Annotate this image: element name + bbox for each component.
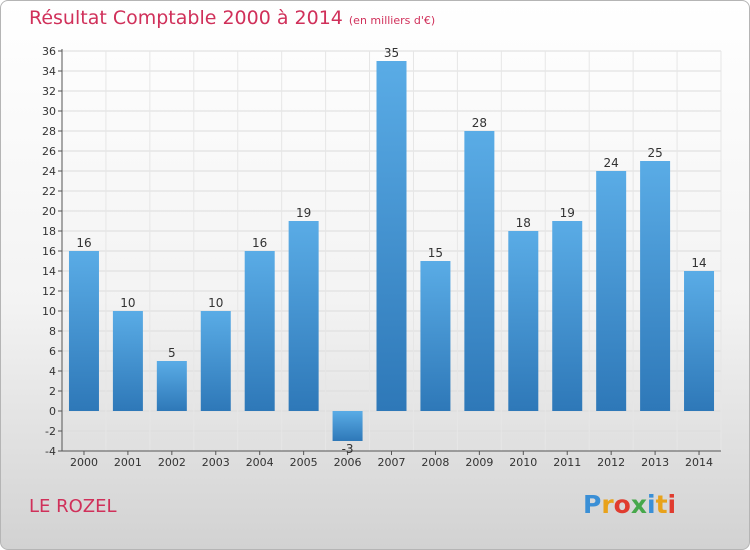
y-tick-label: 8 (49, 325, 56, 338)
bar (596, 171, 627, 411)
data-label: 18 (516, 216, 531, 230)
bar (244, 251, 275, 411)
chart-subtitle: (en milliers d'€) (348, 14, 436, 27)
proxiti-logo[interactable]: Proxiti (583, 490, 676, 519)
chart-title-text: Résultat Comptable 2000 à 2014 (29, 7, 343, 29)
x-tick-label: 2011 (553, 456, 581, 469)
place-name: LE ROZEL (29, 496, 117, 517)
x-tick-label: 2001 (114, 456, 142, 469)
data-label: 10 (208, 296, 223, 310)
logo-letter: r (601, 490, 614, 519)
logo-letter: i (647, 490, 656, 519)
chart-title: Résultat Comptable 2000 à 2014 (en millie… (29, 7, 435, 29)
bars (68, 61, 715, 441)
bar (200, 311, 231, 411)
bar (420, 261, 451, 411)
data-label: 19 (560, 206, 575, 220)
x-tick-label: 2014 (685, 456, 713, 469)
y-tick-label: 6 (49, 345, 56, 358)
bar (464, 131, 495, 411)
y-tick-label: 16 (42, 245, 56, 258)
y-tick-label: 22 (42, 185, 56, 198)
y-tick-label: 18 (42, 225, 56, 238)
y-tick-label: -2 (45, 425, 56, 438)
data-label: 19 (296, 206, 311, 220)
data-labels: 16 10 5 10 16 19 -3 35 15 28 18 19 24 25 14 (76, 46, 706, 456)
x-tick-label: 2003 (202, 456, 230, 469)
data-label: 28 (472, 116, 487, 130)
y-tick-label: 32 (42, 85, 56, 98)
logo-letter: P (583, 490, 602, 519)
x-tick-label: 2004 (246, 456, 274, 469)
y-tick-label: 14 (42, 265, 56, 278)
y-tick-label: 26 (42, 145, 56, 158)
x-tick-label: 2006 (334, 456, 362, 469)
data-label: 24 (604, 156, 619, 170)
data-label: 25 (647, 146, 662, 160)
x-tick-label: 2007 (378, 456, 406, 469)
logo-letter: i (667, 490, 677, 519)
x-tick-label: 2010 (509, 456, 537, 469)
bar (684, 271, 715, 411)
data-label: 15 (428, 246, 443, 260)
y-tick-label: 28 (42, 125, 56, 138)
x-tick-label: 2008 (421, 456, 449, 469)
x-tick-label: 2000 (70, 456, 98, 469)
y-tick-label: -4 (45, 445, 56, 458)
y-tick-label: 2 (49, 385, 56, 398)
data-label: 35 (384, 46, 399, 60)
x-tick-label: 2005 (290, 456, 318, 469)
y-tick-label: 20 (42, 205, 56, 218)
bar (112, 311, 143, 411)
y-tick-label: 36 (42, 45, 56, 58)
y-tick-label: 12 (42, 285, 56, 298)
data-label: 16 (76, 236, 91, 250)
y-tick-label: 4 (49, 365, 56, 378)
data-label: 16 (252, 236, 267, 250)
bar (508, 231, 539, 411)
y-tick-label: 0 (49, 405, 56, 418)
x-tick-label: 2013 (641, 456, 669, 469)
bar (156, 361, 187, 411)
logo-letter: t (655, 490, 668, 519)
y-tick-label: 10 (42, 305, 56, 318)
data-label: 10 (120, 296, 135, 310)
x-tick-label: 2009 (465, 456, 493, 469)
bar (552, 221, 583, 411)
logo-letter: x (630, 490, 647, 519)
bar (376, 61, 407, 411)
axes: -4-2024681012141618202224262830323436200… (42, 45, 721, 469)
bar (332, 411, 363, 441)
y-tick-label: 34 (42, 65, 56, 78)
y-tick-label: 30 (42, 105, 56, 118)
y-tick-label: 24 (42, 165, 56, 178)
bar (288, 221, 319, 411)
x-tick-label: 2012 (597, 456, 625, 469)
data-label: 14 (691, 256, 706, 270)
logo-letter: o (613, 490, 631, 519)
data-label: -3 (342, 442, 354, 456)
bar (640, 161, 671, 411)
bar (68, 251, 99, 411)
x-tick-label: 2002 (158, 456, 186, 469)
data-label: 5 (168, 346, 176, 360)
